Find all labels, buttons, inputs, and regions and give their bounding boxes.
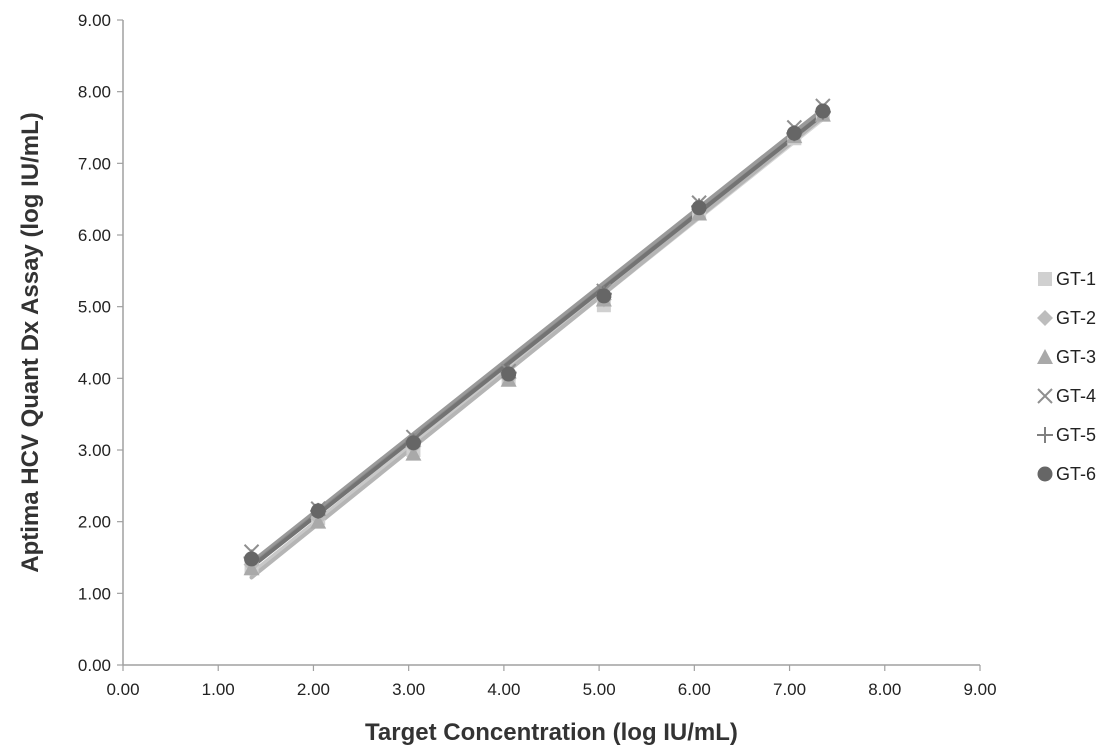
legend-label: GT-3 bbox=[1056, 347, 1096, 367]
legend-item-gt-1: GT-1 bbox=[1038, 269, 1096, 289]
axes: 0.00 1.00 2.00 3.00 4.00 5.00 6.00 7.00 8.00 9.00… bbox=[78, 11, 997, 699]
legend-label: GT-5 bbox=[1056, 425, 1096, 445]
x-tick-label: 1.00 bbox=[202, 680, 235, 699]
x-tick-label: 3.00 bbox=[392, 680, 425, 699]
y-tick-label: 9.00 bbox=[78, 11, 111, 30]
x-tick-label: 0.00 bbox=[106, 680, 139, 699]
y-tick-label: 4.00 bbox=[78, 369, 111, 388]
x-tick-label: 9.00 bbox=[963, 680, 996, 699]
y-tick-label: 1.00 bbox=[78, 584, 111, 603]
trendline-gt-4 bbox=[249, 107, 825, 565]
data-point-gt-6 bbox=[501, 366, 517, 382]
x-tick-label: 2.00 bbox=[297, 680, 330, 699]
legend-diamond-icon bbox=[1037, 310, 1053, 326]
legend-label: GT-1 bbox=[1056, 269, 1096, 289]
data-point-gt-6 bbox=[405, 435, 421, 451]
legend-square-icon bbox=[1038, 272, 1052, 286]
data-point-gt-3 bbox=[243, 560, 260, 576]
y-tick-label: 2.00 bbox=[78, 513, 111, 532]
y-tick-label: 6.00 bbox=[78, 226, 111, 245]
x-tick-label: 5.00 bbox=[583, 680, 616, 699]
legend-circle-icon bbox=[1037, 466, 1053, 482]
data-point-gt-3 bbox=[405, 445, 422, 461]
y-axis-title: Aptima HCV Quant Dx Assay (log IU/mL) bbox=[17, 112, 44, 573]
data-point-gt-6 bbox=[691, 200, 707, 216]
data-point-gt-6 bbox=[815, 103, 831, 119]
trendline-gt-3 bbox=[249, 115, 825, 580]
y-tick-label: 3.00 bbox=[78, 441, 111, 460]
y-tick-label: 5.00 bbox=[78, 298, 111, 317]
legend-item-gt-4: GT-4 bbox=[1037, 386, 1096, 406]
legend-plus-icon bbox=[1037, 427, 1053, 443]
legend-item-gt-5: GT-5 bbox=[1037, 425, 1096, 445]
data-point-gt-6 bbox=[786, 125, 802, 141]
legend-item-gt-2: GT-2 bbox=[1037, 308, 1096, 328]
y-tick-label: 7.00 bbox=[78, 154, 111, 173]
legend-x-icon bbox=[1037, 388, 1053, 404]
data-point-gt-6 bbox=[244, 551, 260, 567]
trendlines bbox=[249, 107, 825, 580]
y-tick-label: 0.00 bbox=[78, 656, 111, 675]
trendline-gt-6 bbox=[249, 112, 825, 569]
data-point-gt-6 bbox=[596, 288, 612, 304]
x-tick-label: 7.00 bbox=[773, 680, 806, 699]
x-axis-title: Target Concentration (log IU/mL) bbox=[365, 719, 738, 746]
legend-item-gt-6: GT-6 bbox=[1037, 464, 1096, 484]
legend: GT-1 GT-2 GT-3 GT-4 GT-5 GT-6 bbox=[1037, 269, 1096, 484]
legend-triangle-icon bbox=[1037, 349, 1053, 364]
data-point-gt-3 bbox=[310, 513, 327, 529]
legend-label: GT-2 bbox=[1056, 308, 1096, 328]
legend-label: GT-4 bbox=[1056, 386, 1096, 406]
legend-label: GT-6 bbox=[1056, 464, 1096, 484]
x-tick-label: 6.00 bbox=[678, 680, 711, 699]
data-points bbox=[243, 98, 831, 576]
data-point-gt-6 bbox=[310, 503, 326, 519]
legend-item-gt-3: GT-3 bbox=[1037, 347, 1096, 367]
x-tick-label: 4.00 bbox=[487, 680, 520, 699]
y-tick-label: 8.00 bbox=[78, 83, 111, 102]
x-tick-label: 8.00 bbox=[868, 680, 901, 699]
